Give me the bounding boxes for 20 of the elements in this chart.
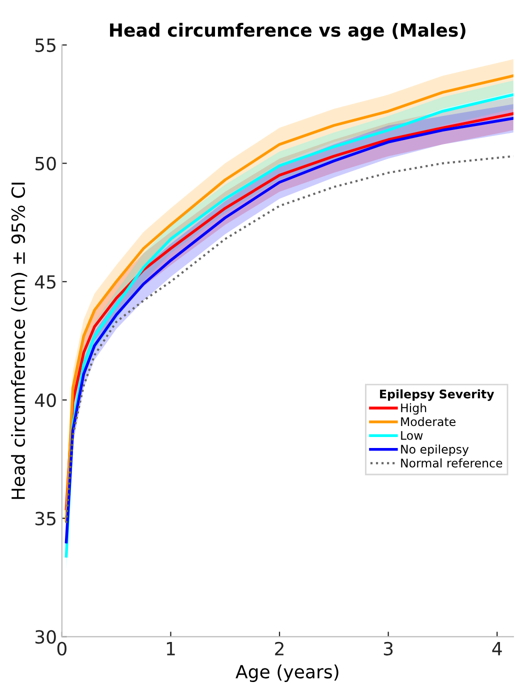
chart-title: Head circumference vs age (Males) [110,22,466,41]
legend-label: High [401,403,426,415]
y-tick-label: 40 [34,393,56,408]
y-tick-label: 30 [35,630,56,644]
legend-title: Epilepsy Severity [380,389,494,401]
x-tick-label: 3 [384,642,393,656]
y-tick-label: 35 [35,512,56,526]
x-tick-label: 4 [492,642,502,656]
x-tick-label: 2 [275,642,284,656]
x-tick-label: 0 [57,642,66,656]
x-tick-label: 1 [166,642,175,656]
legend-label: Low [401,431,423,440]
y-axis-title: Head circumference (cm) ± 95% CI [11,182,28,499]
x-axis-title: Age (years) [236,664,338,682]
y-tick-label: 45 [34,275,56,289]
y-tick-label: 50 [35,156,56,170]
legend-label: Moderate [401,417,456,426]
legend-label: Normal reference [401,458,502,468]
legend-label: No epilepsy [401,444,469,456]
y-tick-label: 55 [35,38,56,52]
